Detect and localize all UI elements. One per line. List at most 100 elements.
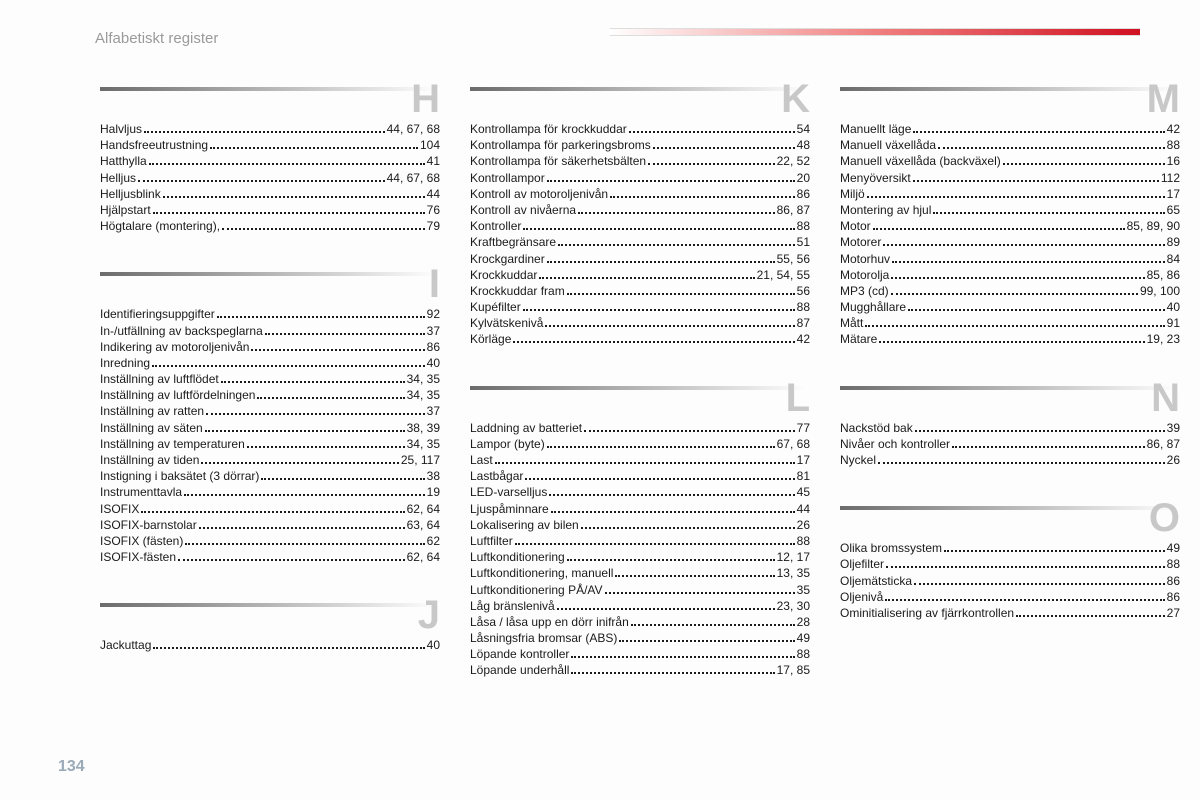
entry-leader-dots: [873, 228, 1125, 230]
entry-leader-dots: [584, 430, 795, 432]
entry-label: Menyöversikt: [840, 170, 911, 186]
entry-label: Lokalisering av bilen: [470, 517, 579, 533]
index-entry: Nyckel26: [840, 452, 1180, 468]
index-entry: Kontrollampa för krockkuddar54: [470, 121, 810, 137]
entry-leader-dots: [547, 261, 775, 263]
entry-leader-dots: [265, 333, 425, 335]
entry-pages: 42: [797, 331, 810, 347]
entry-pages: 38, 39: [407, 420, 440, 436]
entry-leader-dots: [513, 341, 794, 343]
entry-pages: 87: [797, 315, 810, 331]
entry-label: Körläge: [470, 331, 511, 347]
entry-pages: 79: [427, 218, 440, 234]
entry-label: ISOFIX (fästen): [100, 533, 183, 549]
entry-pages: 44, 67, 68: [387, 121, 440, 137]
index-entry: Låsa / låsa upp en dörr inifrån28: [470, 614, 810, 630]
entry-pages: 13, 35: [777, 565, 810, 581]
entry-leader-dots: [251, 349, 424, 351]
entry-leader-dots: [913, 131, 1164, 133]
index-entry: Last17: [470, 452, 810, 468]
entry-pages: 48: [797, 137, 810, 153]
entry-pages: 86: [1167, 589, 1180, 605]
entry-pages: 49: [797, 630, 810, 646]
entry-leader-dots: [571, 672, 774, 674]
entry-pages: 67, 68: [777, 436, 810, 452]
entry-pages: 91: [1167, 315, 1180, 331]
entry-pages: 39: [1167, 420, 1180, 436]
entry-label: ISOFIX-fästen: [100, 549, 176, 565]
index-entry: Mugghållare40: [840, 299, 1180, 315]
section-letter: N: [840, 378, 1180, 418]
entry-pages: 86: [797, 186, 810, 202]
entry-leader-dots: [549, 494, 794, 496]
entry-leader-dots: [605, 592, 795, 594]
entry-label: ISOFIX-barnstolar: [100, 517, 197, 533]
entry-leader-dots: [222, 228, 425, 230]
index-entry: Luftkonditionering12, 17: [470, 549, 810, 565]
entry-leader-dots: [648, 163, 775, 165]
index-entry: Lokalisering av bilen26: [470, 517, 810, 533]
index-entry: Kylvätskenivå87: [470, 315, 810, 331]
entry-pages: 88: [797, 218, 810, 234]
index-entry: Nivåer och kontroller86, 87: [840, 436, 1180, 452]
entry-label: ISOFIX: [100, 501, 139, 517]
entry-leader-dots: [217, 316, 425, 318]
entry-pages: 86, 87: [777, 202, 810, 218]
entry-label: LED-varselljus: [470, 484, 547, 500]
entry-label: Motorhuv: [840, 251, 890, 267]
entry-leader-dots: [184, 494, 425, 496]
entry-leader-dots: [892, 261, 1165, 263]
entry-pages: 55, 56: [777, 251, 810, 267]
index-entry: Hjälpstart76: [100, 202, 440, 218]
entry-leader-dots: [178, 559, 405, 561]
entry-pages: 89: [1167, 234, 1180, 250]
entry-leader-dots: [944, 550, 1165, 552]
entry-pages: 40: [427, 355, 440, 371]
entry-leader-dots: [221, 381, 405, 383]
entry-label: Luftkonditionering PÅ/AV: [470, 582, 603, 598]
entry-leader-dots: [557, 608, 775, 610]
entry-leader-dots: [567, 559, 775, 561]
entry-pages: 17: [797, 452, 810, 468]
entry-leader-dots: [545, 325, 794, 327]
entry-pages: 62, 64: [407, 501, 440, 517]
index-entry: Manuell växellåda (backväxel)16: [840, 153, 1180, 169]
index-entry: Inställning av säten38, 39: [100, 420, 440, 436]
entry-pages: 45: [797, 484, 810, 500]
section-letter: M: [840, 79, 1180, 119]
index-entry: Kontroll av nivåerna 86, 87: [470, 202, 810, 218]
column-2: KKontrollampa för krockkuddar54Kontrolla…: [470, 87, 810, 717]
entry-leader-dots: [525, 478, 794, 480]
entry-label: Oljefilter: [840, 556, 884, 572]
index-entry: Indikering av motoroljenivån86: [100, 339, 440, 355]
entry-label: Ominitialisering av fjärrkontrollen: [840, 605, 1014, 621]
index-entry: Löpande kontroller88: [470, 646, 810, 662]
index-entry: Inställning av temperaturen34, 35: [100, 436, 440, 452]
entry-pages: 51: [797, 234, 810, 250]
index-entry: Miljö17: [840, 186, 1180, 202]
index-entry: ISOFIX (fästen)62: [100, 533, 440, 549]
column-1: HHalvljus44, 67, 68Handsfreeutrustning10…: [100, 87, 440, 717]
entry-leader-dots: [547, 446, 775, 448]
entry-pages: 17, 85: [777, 662, 810, 678]
entry-leader-dots: [878, 462, 1165, 464]
entry-pages: 22, 52: [777, 153, 810, 169]
index-entry: Oljenivå86: [840, 589, 1180, 605]
entry-label: Inställning av luftflödet: [100, 371, 219, 387]
entry-pages: 12, 17: [777, 549, 810, 565]
section-letter: I: [100, 264, 440, 304]
entry-pages: 44: [797, 501, 810, 517]
entry-pages: 44: [427, 186, 440, 202]
index-entry: Löpande underhåll17, 85: [470, 662, 810, 678]
index-section-M: MManuellt läge42Manuell växellåda88Manue…: [840, 87, 1180, 348]
index-entry: In-/utfällning av backspeglarna37: [100, 323, 440, 339]
index-section-O: OOlika bromssystem49Oljefilter88Oljemäts…: [840, 506, 1180, 621]
index-entry: Hatthylla41: [100, 153, 440, 169]
entry-label: Kontrollampa för säkerhetsbälten: [470, 153, 646, 169]
entry-label: Kontroll av nivåerna: [470, 202, 576, 218]
entry-pages: 25, 117: [401, 452, 440, 468]
entry-pages: 40: [1167, 299, 1180, 315]
entry-leader-dots: [631, 624, 795, 626]
entry-pages: 23, 30: [777, 598, 810, 614]
entry-leader-dots: [938, 147, 1165, 149]
